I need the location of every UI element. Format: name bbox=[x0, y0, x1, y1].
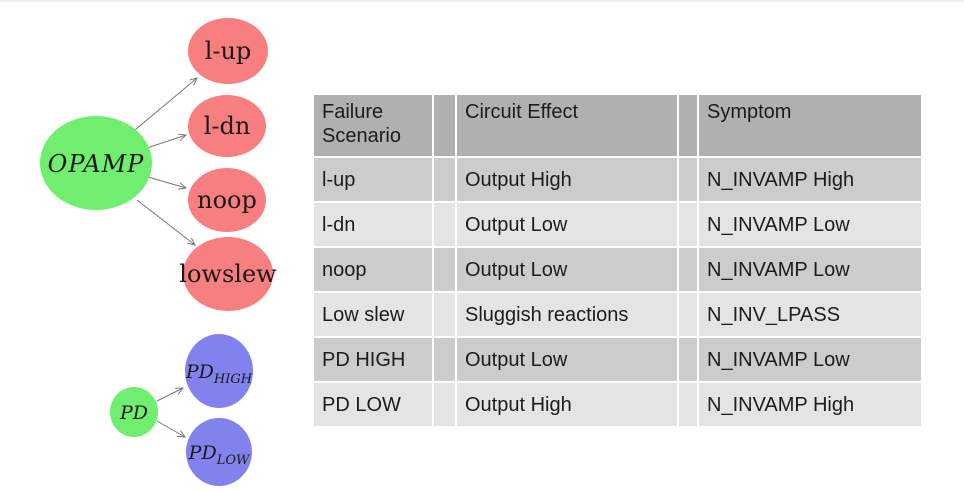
edge-opamp-ldn bbox=[146, 135, 186, 149]
table-row: PD LOW Output High N_INVAMP High bbox=[314, 383, 921, 426]
cell-spacer bbox=[434, 203, 455, 246]
edge-pd-pdlow bbox=[156, 420, 185, 437]
header-spacer-1 bbox=[434, 95, 455, 156]
node-pdhigh-label-main: PD bbox=[185, 361, 214, 383]
cell-spacer bbox=[679, 158, 697, 201]
cell-symptom: N_INVAMP Low bbox=[699, 338, 921, 381]
cell-spacer bbox=[434, 158, 455, 201]
header-failure-scenario: Failure Scenario bbox=[314, 95, 432, 156]
node-pdlow bbox=[186, 418, 252, 486]
edge-opamp-lowslew bbox=[136, 199, 195, 245]
cell-spacer bbox=[434, 383, 455, 426]
edge-opamp-noop bbox=[147, 176, 186, 188]
node-lowslew-label: lowslew bbox=[179, 260, 277, 288]
cell-scenario: PD HIGH bbox=[314, 338, 432, 381]
cell-effect: Output Low bbox=[457, 203, 677, 246]
cell-scenario: l-dn bbox=[314, 203, 432, 246]
node-pdlow-label: PDLOW bbox=[188, 442, 251, 468]
table-row: l-up Output High N_INVAMP High bbox=[314, 158, 921, 201]
node-noop-label: noop bbox=[197, 186, 257, 214]
edge-pd-pdhigh bbox=[156, 388, 183, 402]
cell-scenario: l-up bbox=[314, 158, 432, 201]
node-ldn bbox=[188, 95, 266, 157]
header-spacer-2 bbox=[679, 95, 697, 156]
cell-spacer bbox=[434, 293, 455, 336]
node-ldn-label: l-dn bbox=[204, 112, 251, 140]
node-lowslew bbox=[183, 237, 273, 311]
node-pd bbox=[110, 387, 158, 437]
cell-scenario: Low slew bbox=[314, 293, 432, 336]
cell-effect: Output Low bbox=[457, 338, 677, 381]
table-header-row: Failure Scenario Circuit Effect Symptom bbox=[314, 95, 921, 156]
cell-scenario: PD LOW bbox=[314, 383, 432, 426]
cell-symptom: N_INVAMP Low bbox=[699, 248, 921, 291]
cell-effect: Sluggish reactions bbox=[457, 293, 677, 336]
failure-scenario-table: Failure Scenario Circuit Effect Symptom … bbox=[312, 93, 923, 428]
node-pdhigh bbox=[185, 334, 253, 408]
cell-effect: Output High bbox=[457, 383, 677, 426]
node-lup bbox=[188, 18, 268, 84]
node-opamp-label: OPAMP bbox=[48, 150, 145, 178]
table-row: l-dn Output Low N_INVAMP Low bbox=[314, 203, 921, 246]
node-pd-label: PD bbox=[119, 402, 148, 424]
window-top-border bbox=[0, 0, 964, 2]
table-row: noop Output Low N_INVAMP Low bbox=[314, 248, 921, 291]
cell-spacer bbox=[679, 293, 697, 336]
cell-spacer bbox=[679, 383, 697, 426]
node-pdlow-label-sub: LOW bbox=[216, 453, 251, 468]
fault-tree-diagram: OPAMP l-up l-dn noop lowslew PD PDHIGH P… bbox=[40, 18, 277, 486]
cell-effect: Output High bbox=[457, 158, 677, 201]
cell-symptom: N_INVAMP Low bbox=[699, 203, 921, 246]
node-pdhigh-label: PDHIGH bbox=[185, 361, 253, 387]
node-noop bbox=[188, 168, 266, 232]
node-opamp bbox=[40, 116, 152, 210]
table-row: PD HIGH Output Low N_INVAMP Low bbox=[314, 338, 921, 381]
cell-spacer bbox=[679, 338, 697, 381]
cell-symptom: N_INVAMP High bbox=[699, 158, 921, 201]
node-pdlow-label-main: PD bbox=[188, 442, 217, 464]
cell-spacer bbox=[434, 338, 455, 381]
cell-scenario: noop bbox=[314, 248, 432, 291]
header-symptom: Symptom bbox=[699, 95, 921, 156]
cell-effect: Output Low bbox=[457, 248, 677, 291]
node-lup-label: l-up bbox=[205, 37, 252, 65]
table-row: Low slew Sluggish reactions N_INV_LPASS bbox=[314, 293, 921, 336]
cell-symptom: N_INVAMP High bbox=[699, 383, 921, 426]
cell-spacer bbox=[679, 248, 697, 291]
cell-spacer bbox=[434, 248, 455, 291]
edge-opamp-lup bbox=[134, 78, 197, 131]
header-circuit-effect: Circuit Effect bbox=[457, 95, 677, 156]
cell-symptom: N_INV_LPASS bbox=[699, 293, 921, 336]
cell-spacer bbox=[679, 203, 697, 246]
node-pdhigh-label-sub: HIGH bbox=[213, 372, 253, 387]
